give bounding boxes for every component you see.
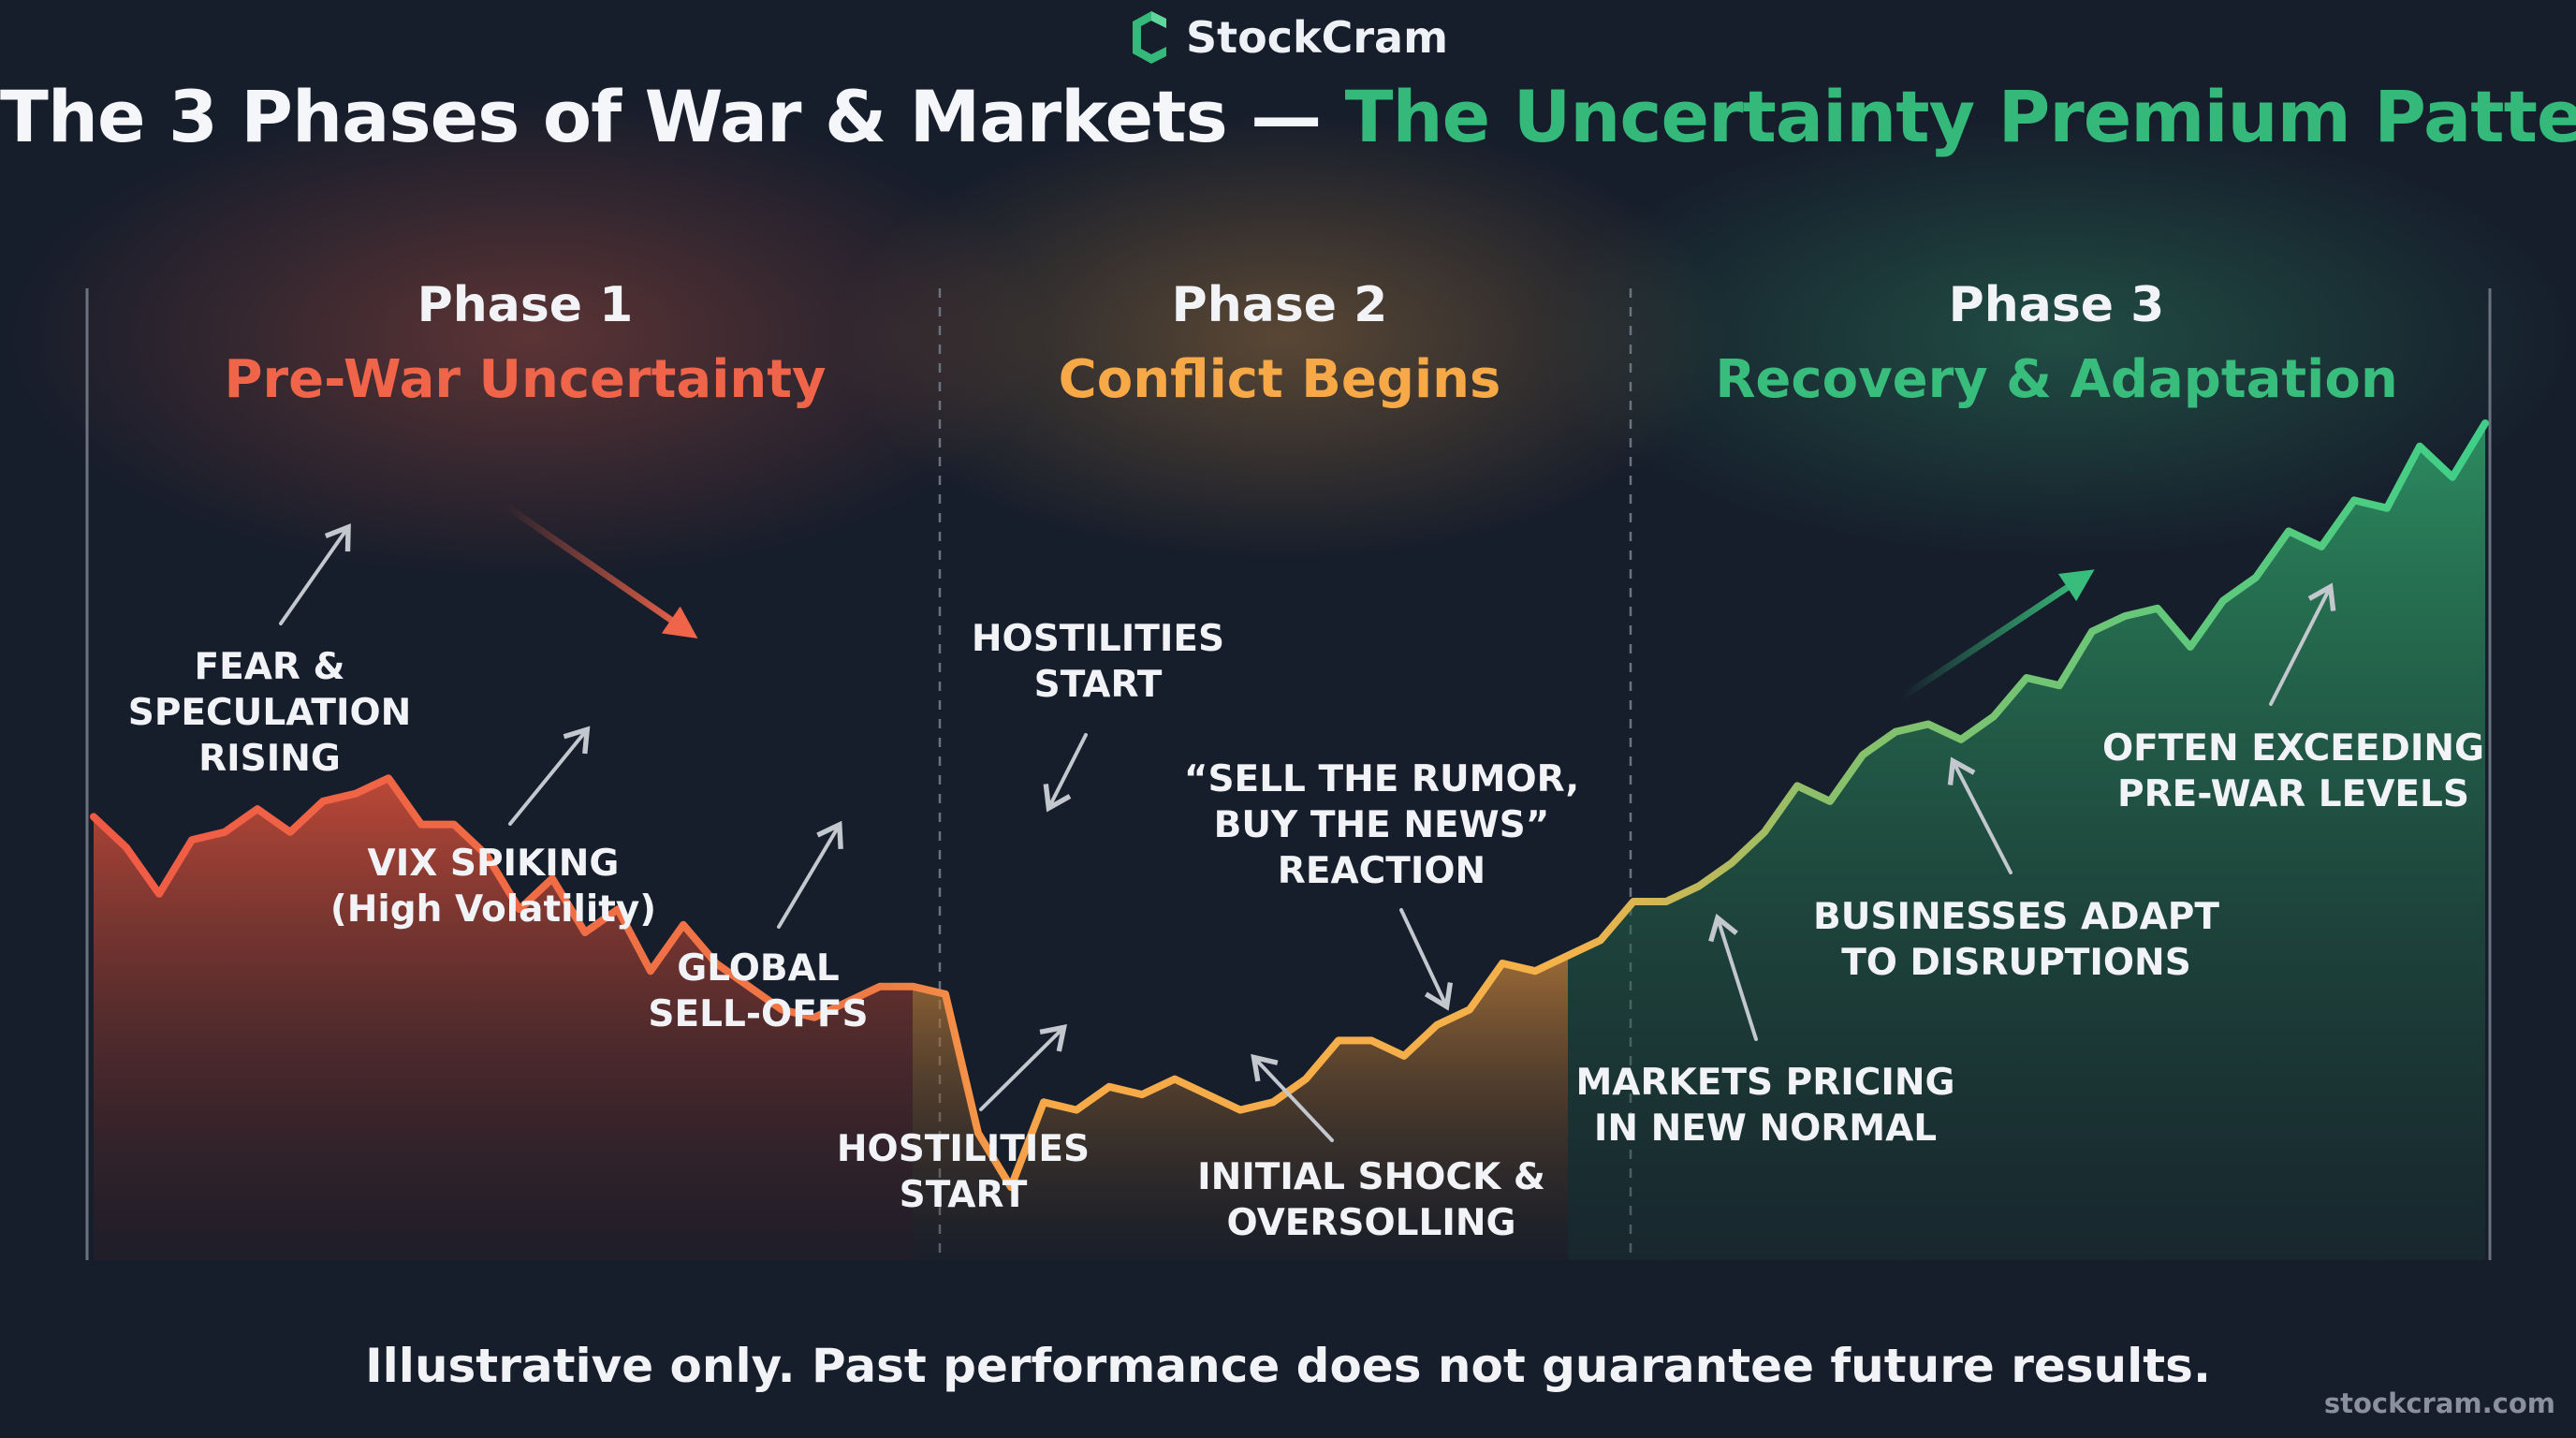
pointer-hostilities-top-arrow: [1043, 733, 1088, 813]
pointer-businesses-adapt-arrow: [1947, 756, 2012, 874]
annotation-exceeding: OFTEN EXCEEDING PRE-WAR LEVELS: [2101, 727, 2485, 815]
annotation-hostilities-top: HOSTILITIES START: [971, 618, 1225, 706]
pointer-fear-arrow: [279, 523, 351, 625]
annotation-selloffs: GLOBAL SELL-OFFS: [648, 947, 869, 1035]
title-separator: —: [1251, 75, 1322, 158]
pointer-new-normal-arrow: [1708, 913, 1758, 1041]
brand-name: StockCram: [1186, 12, 1448, 63]
downtrend-arrow: [504, 503, 698, 638]
annotation-businesses-adapt: BUSINESSES ADAPT TO DISRUPTIONS: [1813, 896, 2219, 984]
uptrend-arrow: [1898, 569, 2095, 701]
phase-1-name: Pre-War Uncertainty: [224, 349, 827, 410]
phase-2-area: [913, 955, 1568, 1260]
brand-logo[interactable]: StockCram: [0, 4, 2576, 71]
pointer-exceeding-arrow: [2269, 582, 2336, 706]
title-highlight: The Uncertainty Premium Pattern: [1344, 75, 2576, 158]
title-main: The 3 Phases of War & Markets: [0, 75, 1228, 158]
phase-2-name: Conflict Begins: [1058, 349, 1501, 410]
pointer-selloffs-arrow: [777, 820, 843, 929]
disclaimer-text: Illustrative only. Past performance does…: [365, 1339, 2211, 1393]
market-series-line: [90, 419, 2489, 1191]
phase-1-number: Phase 1: [417, 277, 634, 333]
annotation-hostilities-bottom: HOSTILITIES START: [836, 1128, 1090, 1216]
annotation-vix: VIX SPIKING (High Volatility): [329, 843, 657, 931]
pointer-sell-rumor-arrow: [1399, 908, 1454, 1011]
pointer-initial-shock-arrow: [1251, 1053, 1334, 1142]
annotation-new-normal: MARKETS PRICING IN NEW NORMAL: [1575, 1062, 1955, 1150]
pointer-vix-arrow: [508, 726, 591, 826]
annotation-initial-shock: INITIAL SHOCK & OVERSOLLING: [1197, 1156, 1545, 1244]
annotation-fear: FEAR & SPECULATION RISING: [127, 646, 412, 780]
phase-1-area: [94, 778, 913, 1260]
pointer-hostilities-bottom-arrow: [979, 1024, 1068, 1111]
phase-3-number: Phase 3: [1948, 277, 2165, 333]
site-url[interactable]: stockcram.com: [2323, 1387, 2555, 1419]
stockcram-c-logo-icon: [1133, 11, 1166, 64]
phase-3-name: Recovery & Adaptation: [1715, 349, 2398, 410]
page-title: The 3 Phases of War & Markets — The Unce…: [0, 75, 2576, 158]
phase-3-area: [1568, 423, 2485, 1260]
phase-1-header: Phase 1 Pre-War Uncertainty: [104, 270, 946, 419]
phase-3-header: Phase 3 Recovery & Adaptation: [1635, 270, 2478, 419]
annotation-sell-rumor: “SELL THE RUMOR, BUY THE NEWS” REACTION: [1183, 758, 1580, 892]
phase-2-number: Phase 2: [1171, 277, 1388, 333]
phase-2-header: Phase 2 Conflict Begins: [858, 270, 1701, 419]
